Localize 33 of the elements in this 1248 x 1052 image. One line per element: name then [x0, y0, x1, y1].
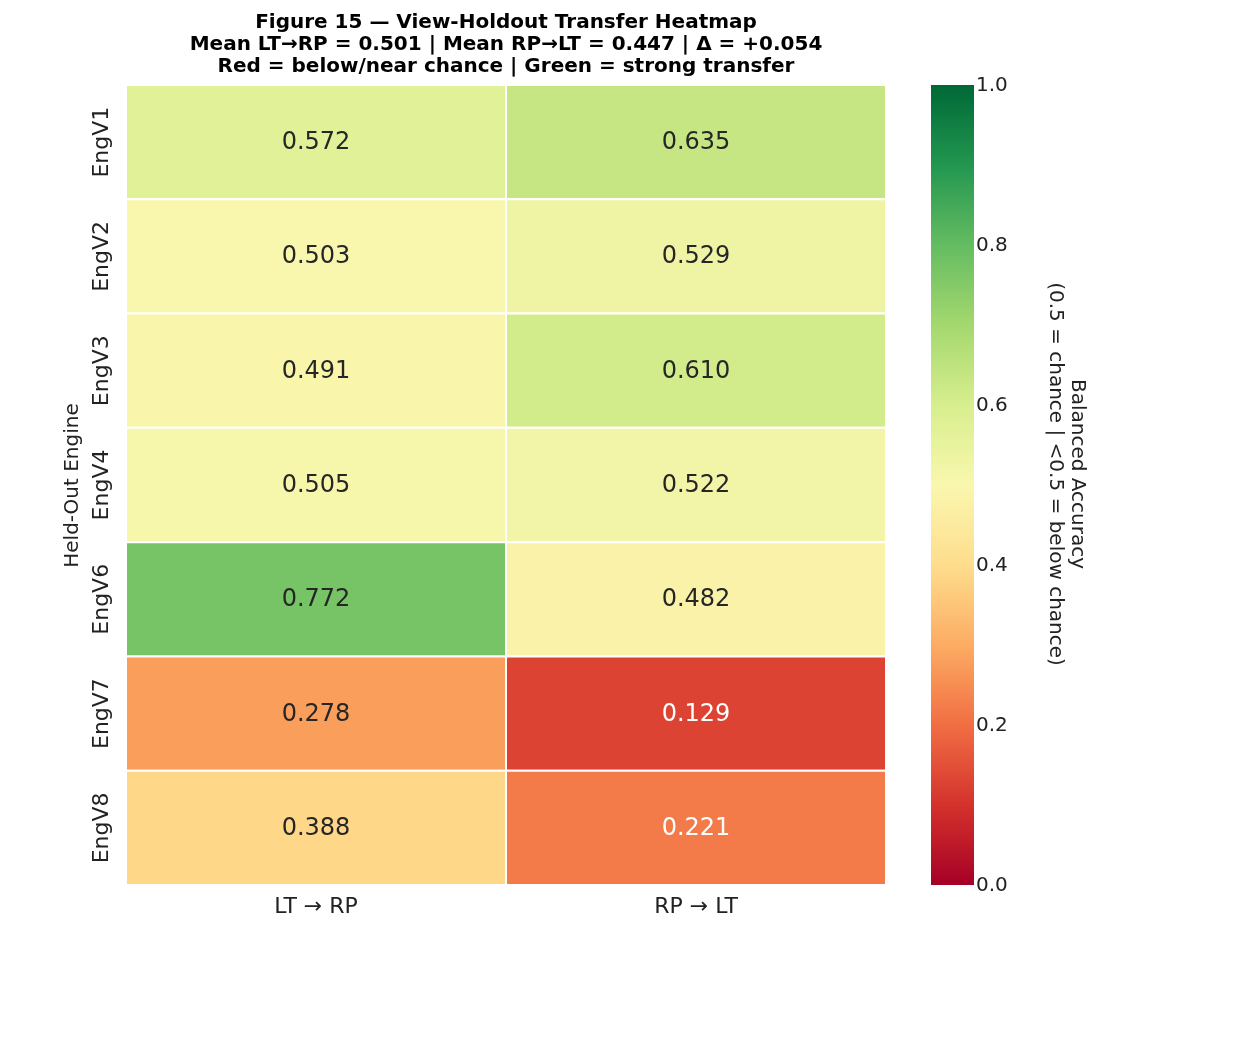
- color-bar-title: Balanced Accuracy (0.5 = chance | <0.5 = below chance): [1045, 282, 1091, 666]
- y-tick-label: EngV1: [87, 106, 113, 178]
- x-tick-label: LT → RP: [274, 892, 358, 918]
- data-label: 0.278: [281, 698, 351, 727]
- data-label: 0.529: [661, 241, 731, 270]
- data-label: 0.482: [661, 584, 731, 613]
- y-tick-label: EngV7: [87, 678, 113, 749]
- x-tick-label: RP → LT: [654, 892, 739, 918]
- data-label: 0.503: [281, 241, 351, 270]
- y-tick-label: EngV8: [87, 792, 113, 864]
- data-label: 0.635: [661, 127, 731, 156]
- data-label: 0.522: [661, 470, 731, 498]
- data-label: 0.772: [281, 584, 351, 613]
- y-tick-label: EngV6: [87, 563, 113, 635]
- data-label: 0.221: [661, 812, 731, 841]
- chart-title: Figure 15 — View-Holdout Transfer Heatmap: [255, 9, 757, 33]
- color-bar-label: 1.0: [976, 72, 1008, 96]
- color-bar-label: 0.8: [976, 232, 1008, 256]
- y-tick-label: EngV4: [87, 449, 113, 521]
- data-label: 0.388: [281, 812, 351, 841]
- y-tick-label: EngV2: [87, 221, 113, 292]
- chart-subtitle: Mean LT→RP = 0.501 | Mean RP→LT = 0.447 | Δ = +0.054 Red = below/near chance | Green = strong transfer: [189, 31, 823, 77]
- data-label: 0.505: [281, 470, 351, 498]
- y-axis-title: Held-Out Engine: [58, 403, 83, 568]
- color-bar-label: 0.4: [976, 552, 1008, 576]
- data-label: 0.491: [281, 355, 351, 384]
- color-bar-label: 0.6: [976, 392, 1008, 416]
- color-bar-label: 0.0: [976, 872, 1008, 896]
- data-label: 0.610: [661, 355, 731, 384]
- color-bar-label: 0.2: [976, 712, 1008, 736]
- y-tick-label: EngV3: [87, 335, 113, 407]
- data-label: 0.129: [661, 698, 731, 727]
- data-label: 0.572: [281, 127, 351, 156]
